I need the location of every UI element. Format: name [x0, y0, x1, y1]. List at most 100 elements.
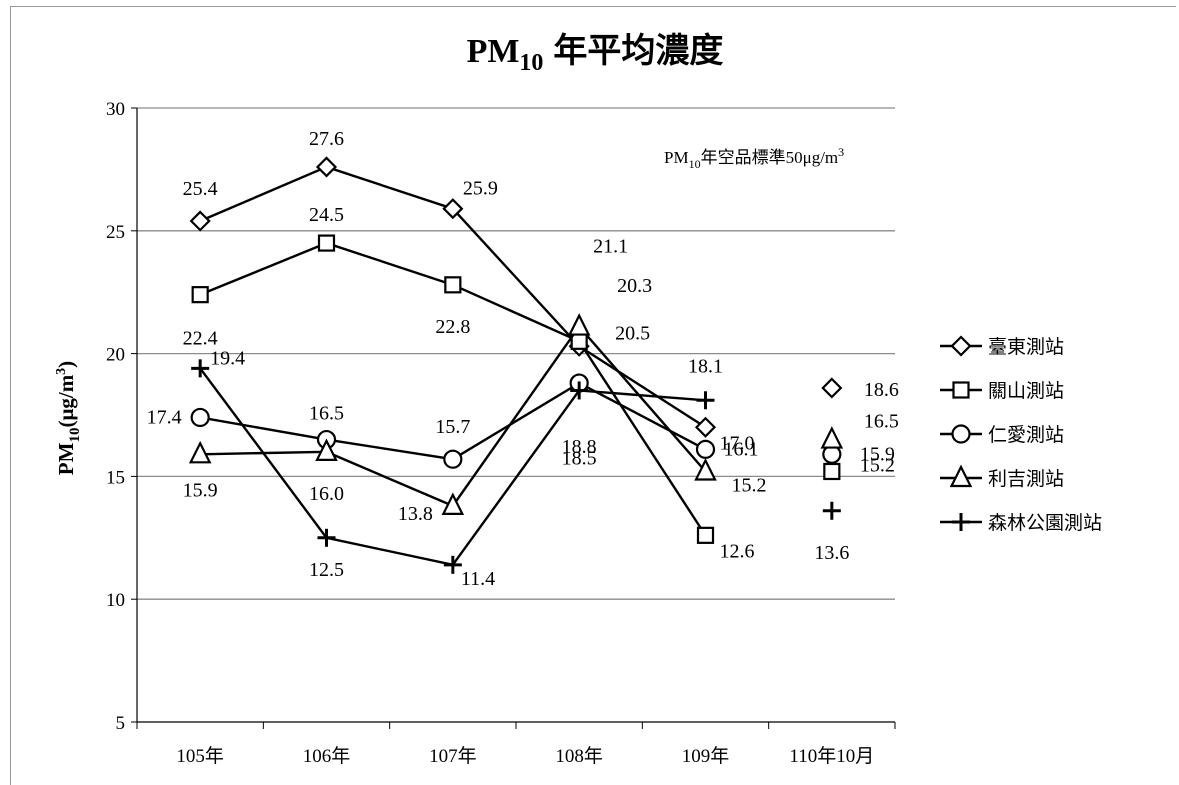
data-label-triangle: 15.2 [732, 474, 767, 496]
y-tick-label: 30 [106, 99, 125, 120]
legend-item-plus: 森林公園測站 [940, 512, 1102, 534]
y-axis-title-mid: (μg/m [54, 374, 78, 427]
legend-item-circle: 仁愛測站 [940, 424, 1064, 446]
data-label-circle: 18.8 [562, 436, 597, 458]
data-label-square: 12.6 [720, 540, 755, 562]
legend-marker-plus [952, 513, 970, 531]
y-tick-label: 15 [106, 467, 125, 488]
data-label-diamond: 20.3 [617, 275, 652, 297]
chart-frame [10, 6, 1176, 785]
annotation-part-a: PM [664, 148, 689, 167]
chart-title-subscript: 10 [519, 50, 543, 76]
data-point-circle [190, 407, 210, 428]
chart-title: PM10 年平均濃度 [467, 32, 724, 76]
data-label-triangle: 13.8 [398, 503, 433, 525]
data-point-plus [191, 359, 210, 378]
data-point-plus [570, 381, 589, 400]
data-point-circle [695, 439, 716, 459]
x-tick-label: 106年 [303, 745, 351, 767]
legend-marker-square [952, 381, 970, 399]
data-label-plus: 13.6 [814, 542, 849, 564]
data-label-triangle: 16.0 [309, 483, 344, 505]
data-label-circle: 15.7 [435, 416, 470, 438]
data-point-triangle [820, 426, 844, 449]
data-point-square [696, 526, 715, 544]
data-point-square [823, 462, 841, 481]
data-point-plus [317, 528, 336, 547]
data-label-square: 15.2 [860, 454, 895, 476]
x-tick-label: 108年 [555, 745, 603, 767]
x-tick-label: 105年 [176, 745, 224, 767]
data-label-diamond: 18.6 [864, 379, 899, 401]
data-label-square: 22.8 [435, 316, 470, 338]
data-label-diamond: 25.4 [183, 178, 218, 200]
data-point-plus [696, 391, 715, 410]
y-axis-title-sup: 3 [54, 368, 69, 375]
data-point-diamond [821, 377, 843, 399]
data-label-plus: 18.1 [688, 355, 723, 377]
data-label-triangle: 21.1 [593, 236, 628, 258]
legend-marker-triangle [949, 464, 973, 488]
standard-annotation: PM10年空品標準50μg/m3 [664, 145, 844, 171]
data-label-circle: 17.4 [147, 406, 182, 428]
data-label-circle: 16.1 [724, 438, 759, 460]
y-axis-title-end: ) [54, 361, 78, 368]
data-point-square [317, 234, 336, 252]
data-point-diamond [189, 210, 211, 232]
x-tick-label: 109年 [682, 745, 730, 767]
annotation-subscript: 10 [689, 157, 701, 171]
data-label-square: 24.5 [309, 204, 344, 226]
chart-title-rest: 年平均濃度 [553, 32, 723, 70]
y-axis-title-main: PM [54, 442, 78, 475]
data-label-plus: 18.5 [562, 447, 597, 469]
axis-layer: 5 10 15 20 25 30 105年 106年 107年 108年 109年 110年10月 [106, 99, 896, 767]
legend-label: 仁愛測站 [988, 424, 1064, 446]
data-label-plus: 11.4 [461, 568, 495, 590]
data-label-triangle: 15.9 [183, 479, 218, 501]
data-label-plus: 19.4 [210, 347, 245, 369]
data-label-diamond: 25.9 [463, 178, 498, 200]
chart-title-main: PM [467, 33, 520, 70]
y-axis-title: PM10(μg/m3) [54, 361, 83, 475]
data-label-square: 22.4 [183, 328, 218, 350]
data-point-square [191, 286, 209, 304]
data-label-diamond: 27.6 [309, 128, 344, 150]
y-tick-label: 20 [106, 345, 125, 366]
y-tick-label: 10 [106, 590, 125, 611]
data-point-triangle [567, 313, 591, 336]
data-point-triangle [315, 438, 338, 461]
legend-label: 利吉測站 [988, 468, 1064, 490]
legend-label: 森林公園測站 [988, 512, 1102, 534]
data-label-square: 20.5 [615, 322, 650, 344]
data-label-triangle: 16.5 [864, 411, 899, 433]
data-point-circle [443, 449, 463, 469]
data-point-diamond [694, 416, 717, 438]
data-point-triangle [441, 492, 465, 515]
data-point-triangle [188, 440, 212, 464]
y-tick-label: 5 [116, 713, 126, 734]
data-label-diamond: 17.0 [720, 432, 755, 454]
legend-item-square: 關山測站 [940, 380, 1064, 402]
y-tick-label: 25 [106, 222, 125, 243]
data-point-triangle [694, 458, 717, 481]
data-point-diamond [315, 156, 338, 178]
data-point-diamond [442, 198, 464, 220]
data-label-layer: 25.4 27.6 25.9 20.3 17.0 18.6 22.4 24.5 22.8 20.5… [147, 128, 899, 590]
annotation-part-b: 年空品標準50μg/m [701, 148, 839, 167]
data-label-plus: 12.5 [309, 559, 344, 581]
legend-item-diamond: 臺東測站 [940, 335, 1064, 358]
legend-marker-circle [951, 424, 971, 444]
legend-marker-diamond [950, 335, 972, 357]
data-label-circle: 16.5 [309, 403, 344, 425]
data-point-plus [822, 501, 841, 520]
legend-label: 臺東測站 [988, 336, 1064, 358]
data-point-plus [443, 555, 462, 574]
series-layer [188, 156, 844, 574]
annotation-superscript: 3 [838, 145, 844, 159]
data-point-square [444, 276, 462, 294]
legend-label: 關山測站 [988, 380, 1064, 402]
legend-item-triangle: 利吉測站 [940, 464, 1064, 490]
y-axis-title-sub: 10 [67, 428, 83, 443]
